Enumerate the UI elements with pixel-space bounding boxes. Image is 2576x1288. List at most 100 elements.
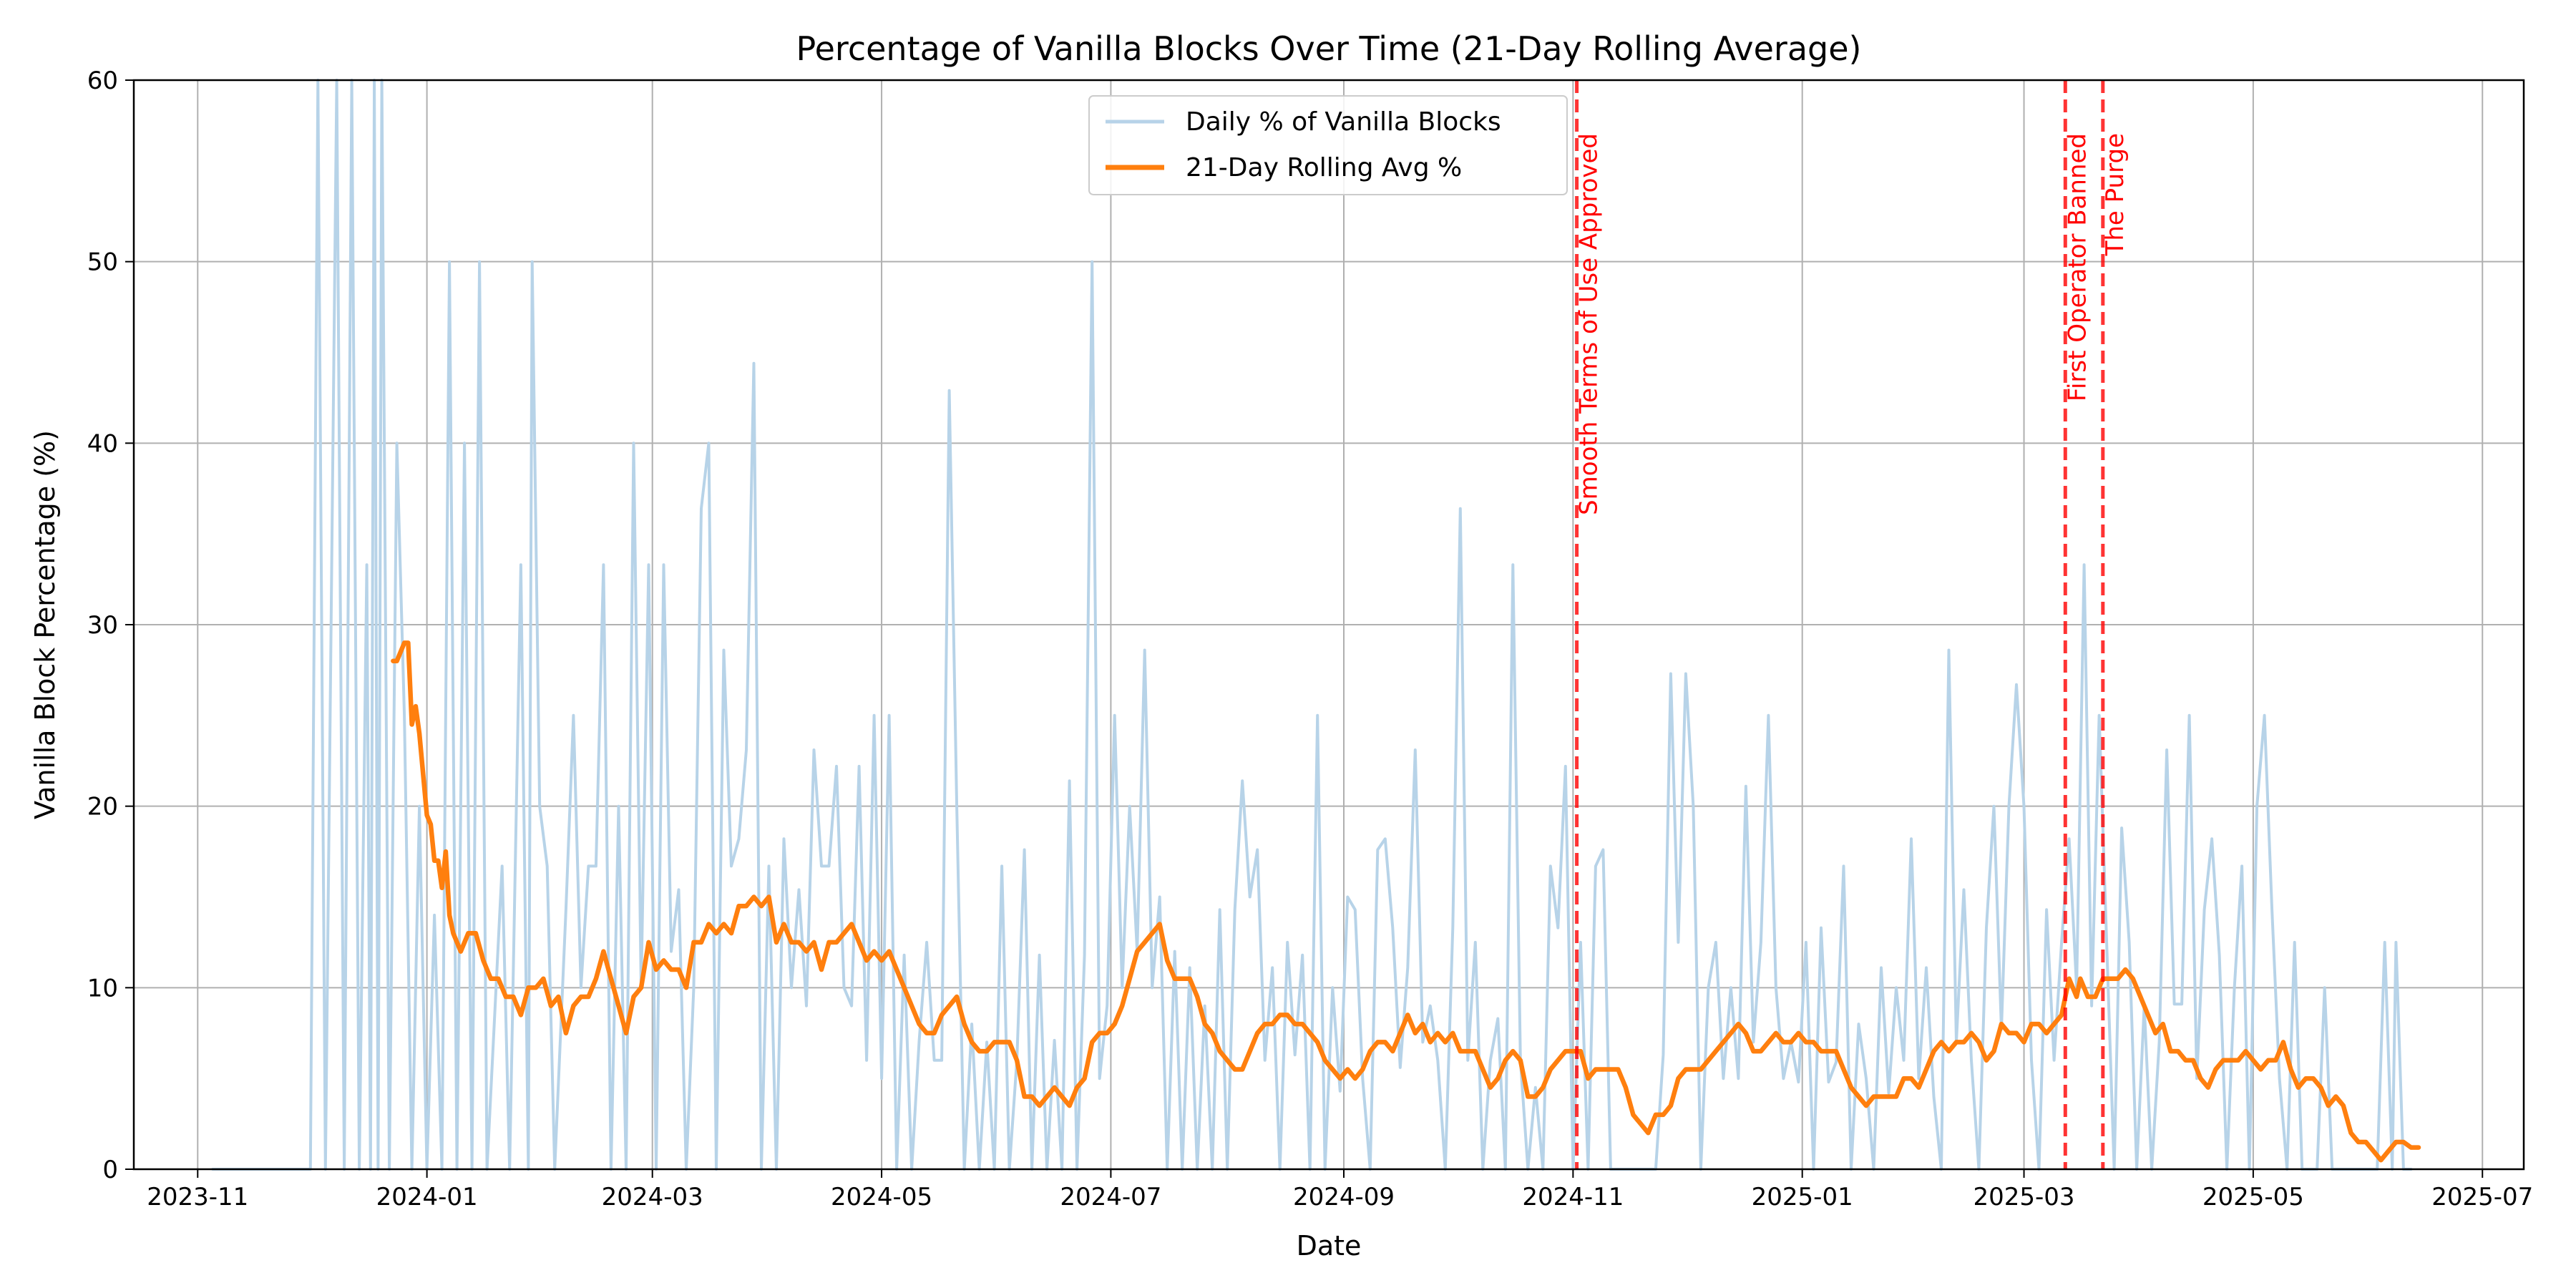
data-point (550, 1005, 551, 1006)
data-point (573, 1005, 574, 1006)
data-point (1114, 1024, 1115, 1025)
data-point (1941, 1042, 1942, 1043)
data-point (464, 443, 465, 444)
data-point (1918, 1087, 1919, 1088)
data-point (468, 933, 469, 934)
data-point (701, 508, 702, 509)
data-point (2016, 684, 2017, 685)
data-point (1911, 1078, 1912, 1079)
data-point (1956, 1042, 1957, 1043)
data-point (490, 978, 491, 979)
data-point (1249, 1051, 1250, 1052)
data-point (479, 261, 480, 262)
data-point (1828, 1051, 1829, 1052)
data-point (1858, 1096, 1859, 1097)
data-point (1009, 1042, 1010, 1043)
data-point (483, 960, 484, 961)
data-point (1821, 1051, 1822, 1052)
data-point (1174, 951, 1175, 952)
data-point (693, 987, 694, 988)
x-tick-label: 2024-07 (1060, 1183, 1161, 1211)
tick-layer: 0 10 20 30 40 50 60 2023-11 2024-01 2024-03 2024-0… (87, 67, 2534, 1211)
data-point (396, 443, 397, 444)
data-point (1813, 1042, 1814, 1043)
data-point (1836, 1051, 1837, 1052)
rolling-avg-series-line (391, 640, 2421, 1163)
data-point (498, 978, 499, 979)
data-point (1873, 1096, 1874, 1097)
data-point (1092, 261, 1093, 262)
data-point (1294, 1024, 1295, 1025)
data-point (1933, 1096, 1934, 1097)
data-point (1881, 1096, 1882, 1097)
data-point (1137, 951, 1138, 952)
y-tick-label: 10 (87, 974, 118, 1002)
data-point (2159, 1042, 2160, 1043)
data-point (949, 1005, 950, 1006)
data-point (1272, 1024, 1273, 1025)
data-point (1264, 1024, 1265, 1025)
data-point (2162, 1024, 2163, 1025)
data-point (415, 706, 416, 707)
data-point (438, 860, 439, 861)
data-point (2260, 1069, 2261, 1070)
data-point (1798, 1082, 1799, 1083)
data-point (1407, 967, 1408, 968)
data-point (2215, 1069, 2216, 1070)
data-point (430, 824, 431, 825)
data-point (1618, 1069, 1619, 1070)
data-point (1821, 927, 1822, 928)
data-point (535, 987, 536, 988)
data-point (1858, 1024, 1859, 1025)
grid-layer (134, 79, 2524, 1170)
data-point (1257, 849, 1258, 850)
data-point (1881, 967, 1882, 968)
data-point (610, 978, 611, 979)
y-tick-label: 20 (87, 793, 118, 821)
data-point (1663, 1114, 1664, 1115)
data-point (1580, 1051, 1581, 1052)
data-point (1918, 1078, 1919, 1079)
data-point (449, 914, 450, 915)
data-point (761, 906, 762, 907)
data-point (821, 866, 822, 867)
data-point (1362, 1078, 1363, 1079)
data-point (1234, 1069, 1235, 1070)
data-point (1595, 1069, 1596, 1070)
data-point (753, 363, 754, 364)
data-point (1377, 1042, 1378, 1043)
data-point (588, 866, 589, 867)
y-tick-label: 30 (87, 611, 118, 640)
x-tick-label: 2024-05 (831, 1183, 932, 1211)
data-point (1204, 1005, 1205, 1006)
data-point (2264, 715, 2265, 716)
data-point (1588, 1078, 1589, 1079)
data-point (1182, 978, 1183, 979)
data-point (1963, 889, 1964, 890)
data-point (396, 660, 397, 661)
data-point (2234, 987, 2235, 988)
data-point (2001, 1024, 2002, 1025)
data-point (1392, 927, 1393, 928)
data-point (731, 933, 732, 934)
data-point (1888, 1096, 1889, 1097)
data-point (1152, 933, 1153, 934)
data-point (1948, 1051, 1949, 1052)
data-point (1986, 927, 1987, 928)
data-point (1783, 1078, 1784, 1079)
data-point (1032, 1096, 1033, 1097)
data-point (1610, 1069, 1611, 1070)
data-point (1332, 987, 1333, 988)
data-point (1730, 987, 1731, 988)
data-point (1024, 849, 1025, 850)
data-point (1122, 1005, 1123, 1006)
legend-box (1088, 95, 1568, 195)
data-point (1242, 1069, 1243, 1070)
data-point (1708, 987, 1709, 988)
data-point (2132, 978, 2133, 979)
data-point (573, 715, 574, 716)
data-point (671, 951, 672, 952)
series-layer (211, 79, 2421, 1171)
x-tick-label: 2024-01 (376, 1183, 478, 1211)
x-tick-label: 2025-03 (1974, 1183, 2075, 1211)
